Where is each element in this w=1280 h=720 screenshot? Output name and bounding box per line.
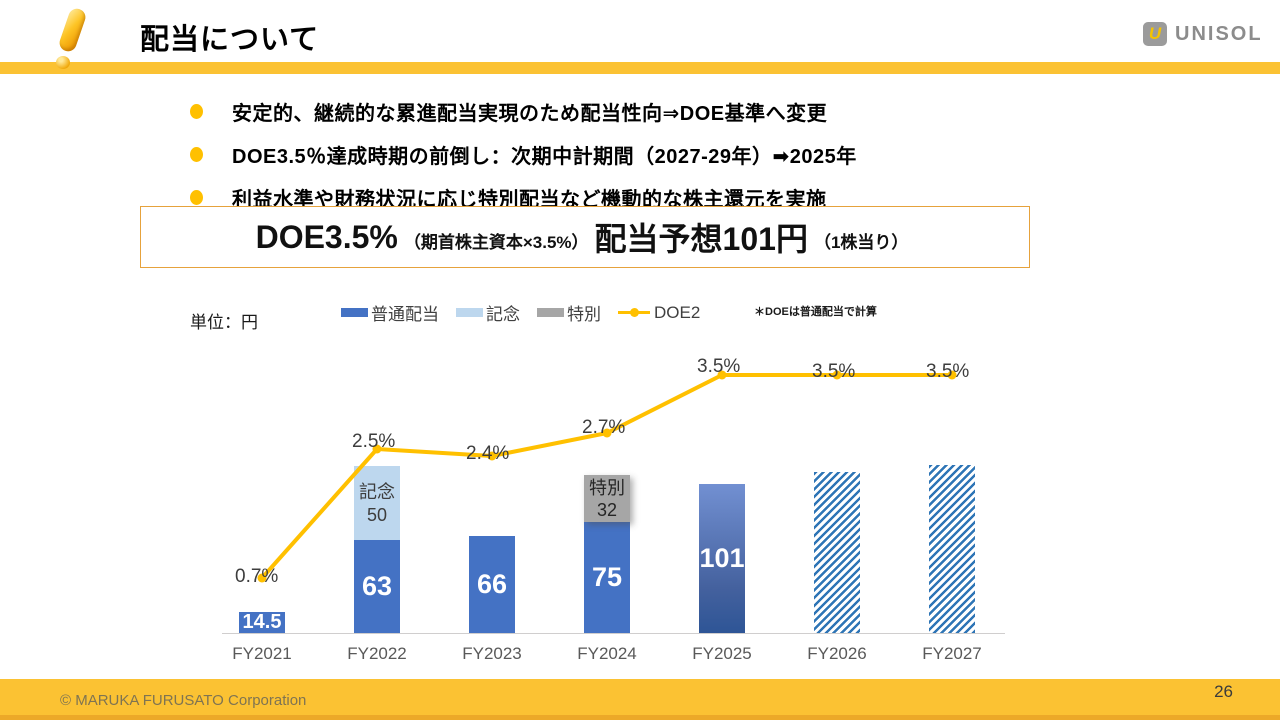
bullet-text-2: DOE3.5％達成時期の前倒し：次期中計期間（2027-29年）➡2025年 <box>232 146 857 168</box>
dividend-forecast-note: （1株当り） <box>813 232 909 252</box>
bar-value-label: 14.5 <box>242 611 282 633</box>
bar-value-label: 75 <box>591 562 623 592</box>
bar-fy2026-projected <box>814 472 860 633</box>
doe-label-fy2022: 2.5% <box>352 431 396 452</box>
bullet-icon <box>190 147 203 162</box>
bar-value-label: 63 <box>361 571 393 601</box>
chart-unit-label: 単位：円 <box>190 313 258 332</box>
x-axis-label-fy2026: FY2026 <box>807 644 867 663</box>
bullet-text-3: 利益水準や財務状況に応じ特別配当など機動的な株主還元を実施 <box>232 189 827 211</box>
doe-label-fy2025: 3.5% <box>697 356 741 377</box>
segment-value: 50 <box>366 505 388 525</box>
x-axis-label-fy2022: FY2022 <box>347 644 407 663</box>
x-axis-line <box>222 633 1005 634</box>
x-axis-label-fy2021: FY2021 <box>232 644 292 663</box>
exclamation-dot-icon <box>56 56 70 69</box>
bullet-list: 安定的、継続的な累進配当実現のため配当性向⇒DOE基準へ変更 DOE3.5％達成… <box>190 90 857 219</box>
bar-fy2022-commemorative: 記念 50 <box>354 466 400 540</box>
legend-label-doe: DOE2 <box>654 302 701 322</box>
x-axis-label-fy2024: FY2024 <box>577 644 637 663</box>
chart-legend: 普通配当 記念 特別 DOE2 <box>341 300 717 325</box>
bar-fy2027-projected <box>929 465 975 633</box>
legend-swatch-lightblue-icon <box>456 308 483 317</box>
doe-label-fy2026: 3.5% <box>812 361 856 382</box>
doe-target-note: （期首株主資本×3.5%） <box>403 232 589 252</box>
legend-item-commemorative: 記念 <box>456 300 520 325</box>
x-axis-label-fy2023: FY2023 <box>462 644 522 663</box>
bullet-item-1: 安定的、継続的な累進配当実現のため配当性向⇒DOE基準へ変更 <box>190 90 857 133</box>
copyright-text: © MARUKA FURUSATO Corporation <box>60 692 307 709</box>
doe-label-fy2027: 3.5% <box>926 361 970 382</box>
unisol-logo-text: UNISOL <box>1175 22 1263 45</box>
chart-footnote: ＊DOEは普通配当で計算 <box>754 306 877 318</box>
header-accent-bar <box>0 62 1280 74</box>
footer: © MARUKA FURUSATO Corporation 26 <box>0 679 1280 720</box>
bar-fy2024-ordinary: 75 <box>584 522 630 633</box>
header: 配当について U UNISOL <box>0 0 1280 69</box>
bar-value-label: 66 <box>476 569 508 599</box>
dividend-forecast-value: 配当予想101円 <box>594 221 808 257</box>
bar-fy2025-forecast: 101 <box>699 484 745 633</box>
bullet-icon <box>190 190 203 205</box>
legend-swatch-gray-icon <box>537 308 564 317</box>
bar-fy2023-ordinary: 66 <box>469 536 515 633</box>
doe-highlight-box: DOE3.5% （期首株主資本×3.5%） 配当予想101円 （1株当り） <box>140 206 1030 268</box>
legend-label-commemorative: 記念 <box>486 305 520 324</box>
legend-item-special: 特別 <box>537 300 601 325</box>
bar-fy2022-ordinary: 63 <box>354 540 400 633</box>
x-axis-label-fy2025: FY2025 <box>692 644 752 663</box>
doe-target-value: DOE3.5% <box>255 218 398 255</box>
bullet-item-3: 利益水準や財務状況に応じ特別配当など機動的な株主還元を実施 <box>190 176 857 219</box>
legend-label-ordinary: 普通配当 <box>371 305 439 324</box>
legend-label-special: 特別 <box>567 305 601 324</box>
doe-label-fy2024: 2.7% <box>582 417 626 438</box>
bar-fy2024-special: 特別 32 <box>584 475 630 522</box>
x-axis-label-fy2027: FY2027 <box>922 644 982 663</box>
bullet-text-1: 安定的、継続的な累進配当実現のため配当性向⇒DOE基準へ変更 <box>232 103 828 125</box>
bullet-item-2: DOE3.5％達成時期の前倒し：次期中計期間（2027-29年）➡2025年 <box>190 133 857 176</box>
legend-swatch-blue-icon <box>341 308 368 317</box>
doe-label-fy2023: 2.4% <box>466 443 510 464</box>
doe-label-fy2021: 0.7% <box>235 566 279 587</box>
exclamation-icon <box>57 6 88 54</box>
segment-label: 特別 32 <box>589 476 625 521</box>
unisol-logo-icon: U <box>1143 22 1167 46</box>
segment-value: 32 <box>596 500 618 520</box>
bar-value-label: 101 <box>699 543 745 573</box>
legend-line-marker-icon <box>618 308 650 317</box>
segment-label: 記念 50 <box>359 479 395 527</box>
page-number: 26 <box>1214 682 1233 701</box>
bullet-icon <box>190 104 203 119</box>
legend-item-doe: DOE2 <box>618 303 700 323</box>
page-title: 配当について <box>140 24 320 56</box>
legend-item-ordinary: 普通配当 <box>341 300 439 325</box>
company-logo: U UNISOL <box>1143 22 1263 46</box>
segment-name: 特別 <box>589 478 625 498</box>
bar-fy2021-ordinary: 14.5 <box>239 611 285 633</box>
segment-name: 記念 <box>359 482 395 502</box>
